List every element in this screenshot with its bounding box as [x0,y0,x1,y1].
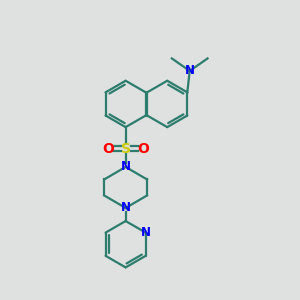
Text: O: O [137,142,149,155]
Text: N: N [121,202,130,214]
Text: N: N [121,160,130,173]
Text: N: N [141,226,151,239]
Text: N: N [185,64,195,77]
Text: S: S [121,142,130,155]
Text: O: O [103,142,114,155]
